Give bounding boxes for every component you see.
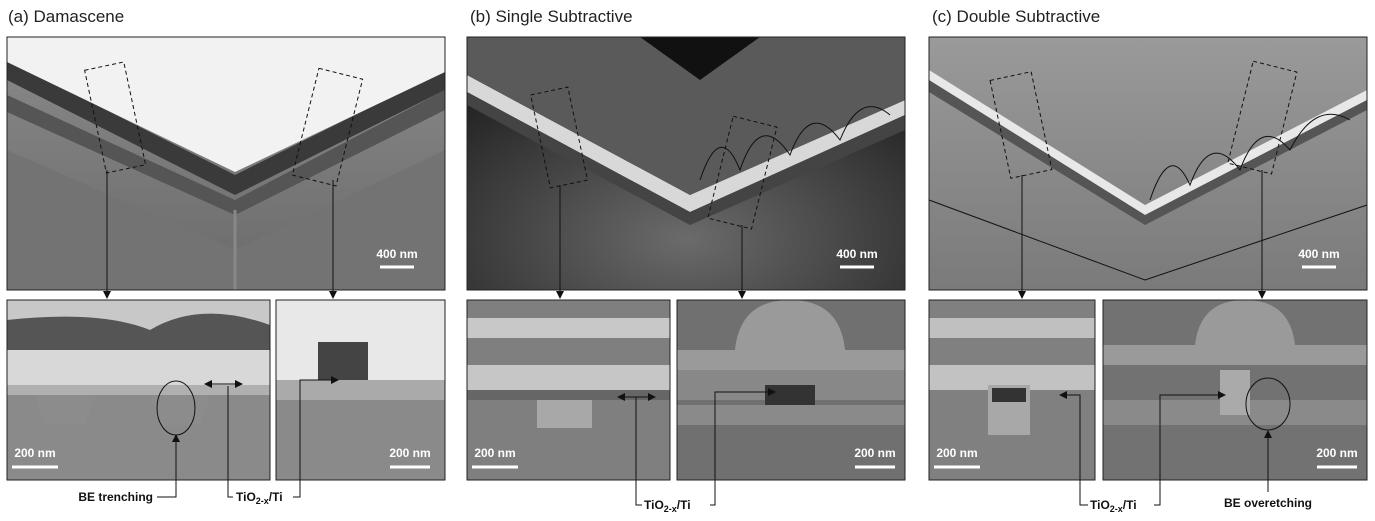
sem-image: 400 nm bbox=[7, 37, 445, 290]
panel-title: (c) Double Subtractive bbox=[932, 7, 1100, 26]
scale-label: 200 nm bbox=[1316, 446, 1357, 460]
sem-image: 400 nm bbox=[467, 37, 905, 290]
sem-image: 400 nm bbox=[928, 37, 1368, 290]
scale-label: 200 nm bbox=[854, 446, 895, 460]
scale-label: 400 nm bbox=[376, 247, 417, 261]
sem-detail: 200 nm bbox=[677, 300, 905, 480]
frame bbox=[6, 36, 446, 291]
annotation: BE overetching bbox=[1224, 496, 1312, 510]
annotation: TiO2-x/Ti bbox=[236, 490, 283, 506]
panel-title: (b) Single Subtractive bbox=[470, 7, 633, 26]
sem-detail: 200 nm bbox=[1103, 300, 1367, 480]
scale-label: 200 nm bbox=[14, 446, 55, 460]
sem-detail: 200 nm bbox=[467, 300, 670, 480]
sem-detail: 200 nm bbox=[929, 300, 1095, 480]
annotation: BE trenching bbox=[78, 490, 153, 504]
annotation: TiO2-x/Ti bbox=[1090, 498, 1137, 514]
annotation: TiO2-x/Ti bbox=[644, 498, 691, 514]
sem-detail: 200 nm bbox=[276, 300, 445, 480]
panel-title: (a) Damascene bbox=[8, 7, 124, 26]
scale-label: 400 nm bbox=[1298, 247, 1339, 261]
scale-label: 400 nm bbox=[836, 247, 877, 261]
scale-label: 200 nm bbox=[474, 446, 515, 460]
scale-label: 200 nm bbox=[936, 446, 977, 460]
sem-detail: 200 nm bbox=[7, 300, 270, 480]
scale-label: 200 nm bbox=[389, 446, 430, 460]
